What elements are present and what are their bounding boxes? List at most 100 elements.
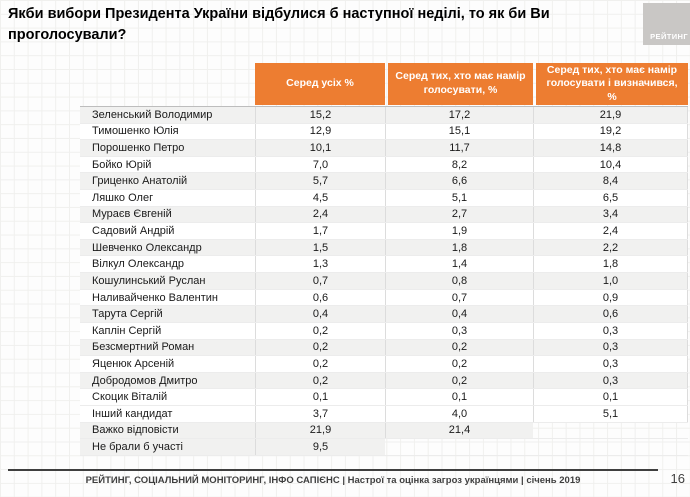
- table-row: Інший кандидат 3,7 4,0 5,1: [80, 405, 688, 423]
- value-cell: [385, 439, 533, 455]
- table-row: Каплін Сергій 0,2 0,3 0,3: [80, 322, 688, 340]
- value-cell: 0,3: [533, 372, 688, 389]
- value-cell: 21,9: [533, 107, 688, 123]
- value-cell: 0,6: [533, 306, 688, 322]
- candidate-name: Каплін Сергій: [80, 322, 255, 339]
- column-header-intend-and-decided: Серед тих, хто має намір голосувати і ви…: [536, 63, 688, 105]
- value-cell: 17,2: [385, 107, 533, 123]
- table-row: Важко відповісти 21,9 21,4: [80, 422, 688, 440]
- value-cell: 15,1: [385, 123, 533, 140]
- table-row: Вілкул Олександр 1,3 1,4 1,8: [80, 256, 688, 274]
- value-cell: 2,4: [533, 223, 688, 239]
- value-cell: 1,9: [385, 223, 533, 239]
- candidate-name: Тарута Сергій: [80, 306, 255, 322]
- candidate-name: Скоцик Віталій: [80, 389, 255, 405]
- table-row: Гриценко Анатолій 5,7 6,6 8,4: [80, 173, 688, 191]
- value-cell: 9,5: [255, 439, 385, 455]
- value-cell: 10,4: [533, 156, 688, 173]
- value-cell: 1,7: [255, 223, 385, 239]
- table-row: Тарута Сергій 0,4 0,4 0,6: [80, 306, 688, 323]
- value-cell: 0,2: [255, 372, 385, 389]
- value-cell: 1,0: [533, 273, 688, 289]
- candidate-name: Інший кандидат: [80, 405, 255, 422]
- value-cell: 15,2: [255, 107, 385, 123]
- table-row: Зеленський Володимир 15,2 17,2 21,9: [80, 107, 688, 124]
- value-cell: 7,0: [255, 156, 385, 173]
- candidate-name: Тимошенко Юлія: [80, 123, 255, 140]
- value-cell: 2,2: [533, 239, 688, 256]
- value-cell: 0,4: [255, 306, 385, 322]
- value-cell: 0,1: [255, 389, 385, 405]
- column-header-among-all: Серед усіх %: [255, 63, 385, 105]
- value-cell: 0,3: [385, 322, 533, 339]
- rating-logo-text: РЕЙТИНГ: [650, 32, 688, 41]
- value-cell: 6,6: [385, 173, 533, 190]
- table-row: Кошулинський Руслан 0,7 0,8 1,0: [80, 273, 688, 290]
- value-cell: 5,7: [255, 173, 385, 190]
- value-cell: 0,4: [385, 306, 533, 322]
- value-cell: 1,8: [385, 239, 533, 256]
- value-cell: 0,2: [385, 372, 533, 389]
- value-cell: [533, 423, 688, 439]
- value-cell: [533, 439, 688, 455]
- value-cell: 0,2: [255, 322, 385, 339]
- candidate-name: Вілкул Олександр: [80, 256, 255, 273]
- table-row: Добродомов Дмитро 0,2 0,2 0,3: [80, 372, 688, 390]
- table-row: Порошенко Петро 10,1 11,7 14,8: [80, 140, 688, 157]
- value-cell: 12,9: [255, 123, 385, 140]
- value-cell: 1,3: [255, 256, 385, 273]
- value-cell: 11,7: [385, 140, 533, 156]
- value-cell: 0,1: [533, 389, 688, 405]
- footer-divider-line: [8, 469, 658, 471]
- value-cell: 21,4: [385, 422, 533, 439]
- page-number: 16: [670, 471, 685, 486]
- table-row: Безсмертний Роман 0,2 0,2 0,3: [80, 339, 688, 357]
- candidate-name: Порошенко Петро: [80, 140, 255, 156]
- value-cell: 14,8: [533, 140, 688, 156]
- value-cell: 2,4: [255, 206, 385, 223]
- value-cell: 8,4: [533, 173, 688, 190]
- candidate-name: Важко відповісти: [80, 422, 255, 439]
- column-header-intend-to-vote: Серед тих, хто має намір голосувати, %: [388, 63, 533, 105]
- candidate-name: Ляшко Олег: [80, 190, 255, 206]
- candidate-name: Зеленський Володимир: [80, 107, 255, 123]
- table-row: Садовий Андрій 1,7 1,9 2,4: [80, 223, 688, 240]
- value-cell: 2,7: [385, 206, 533, 223]
- value-cell: 4,0: [385, 405, 533, 422]
- rating-group-logo: РЕЙТИНГ: [643, 3, 690, 45]
- value-cell: 3,7: [255, 405, 385, 422]
- table-row: Ляшко Олег 4,5 5,1 6,5: [80, 190, 688, 207]
- value-cell: 0,3: [533, 356, 688, 372]
- value-cell: 0,1: [385, 389, 533, 405]
- value-cell: 4,5: [255, 190, 385, 206]
- value-cell: 0,2: [385, 356, 533, 372]
- value-cell: 0,7: [385, 289, 533, 306]
- candidate-name: Бойко Юрій: [80, 156, 255, 173]
- candidate-name: Не брали б участі: [80, 439, 255, 455]
- candidate-name: Кошулинський Руслан: [80, 273, 255, 289]
- value-cell: 0,2: [255, 356, 385, 372]
- table-row: Мураєв Євгеній 2,4 2,7 3,4: [80, 206, 688, 224]
- value-cell: 1,4: [385, 256, 533, 273]
- value-cell: 6,5: [533, 190, 688, 206]
- value-cell: 19,2: [533, 123, 688, 140]
- value-cell: 1,5: [255, 239, 385, 256]
- table-body: Зеленський Володимир 15,2 17,2 21,9 Тимошенк…: [80, 106, 688, 456]
- page-title: Якби вибори Президента України відбулися…: [8, 6, 550, 43]
- value-cell: 0,6: [255, 289, 385, 306]
- value-cell: 1,8: [533, 256, 688, 273]
- value-cell: 21,9: [255, 422, 385, 439]
- candidate-name: Добродомов Дмитро: [80, 372, 255, 389]
- value-cell: 0,8: [385, 273, 533, 289]
- table-row: Бойко Юрій 7,0 8,2 10,4: [80, 156, 688, 174]
- table-row: Яценюк Арсеній 0,2 0,2 0,3: [80, 356, 688, 373]
- candidate-name: Шевченко Олександр: [80, 239, 255, 256]
- candidate-name: Гриценко Анатолій: [80, 173, 255, 190]
- value-cell: 5,1: [385, 190, 533, 206]
- table-row: Тимошенко Юлія 12,9 15,1 19,2: [80, 123, 688, 141]
- value-cell: 8,2: [385, 156, 533, 173]
- value-cell: 0,2: [255, 339, 385, 356]
- value-cell: 0,2: [385, 339, 533, 356]
- candidate-name: Наливайченко Валентин: [80, 289, 255, 306]
